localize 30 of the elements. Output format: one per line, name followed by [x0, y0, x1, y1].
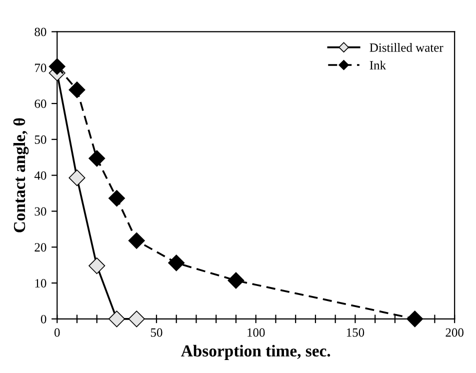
legend-label: Distilled water: [370, 43, 444, 52]
y-axis-title: Contact angle, θ: [13, 118, 29, 232]
y-tick-label: 20: [34, 243, 46, 252]
point: [108, 310, 126, 328]
point: [128, 232, 145, 249]
x-tick-label: 100: [248, 328, 265, 337]
point: [168, 254, 185, 272]
point: [68, 170, 86, 186]
point: [228, 272, 244, 289]
y-tick-label: 80: [34, 28, 46, 36]
point: [88, 150, 106, 167]
y-tick-label: 70: [35, 64, 46, 72]
y-tick-label: 30: [34, 207, 46, 216]
y-tick-label: 50: [34, 135, 46, 144]
x-tick-label: 0: [54, 328, 60, 337]
y-tick-label: 0: [40, 314, 46, 324]
point: [108, 190, 126, 207]
x-tick-label: 150: [346, 328, 364, 337]
y-tick-label: 40: [34, 171, 46, 180]
x-axis-title: Absorption time, sec.: [181, 344, 330, 360]
point: [68, 82, 86, 98]
point: [406, 310, 424, 328]
point: [48, 58, 66, 75]
y-tick-label: 60: [34, 100, 46, 108]
point: [128, 310, 145, 328]
point: [88, 258, 106, 274]
x-tick-label: 200: [446, 328, 464, 337]
x-tick-label: 50: [150, 328, 162, 337]
legend-label: Ink: [370, 60, 386, 70]
y-tick-label: 10: [35, 279, 46, 288]
